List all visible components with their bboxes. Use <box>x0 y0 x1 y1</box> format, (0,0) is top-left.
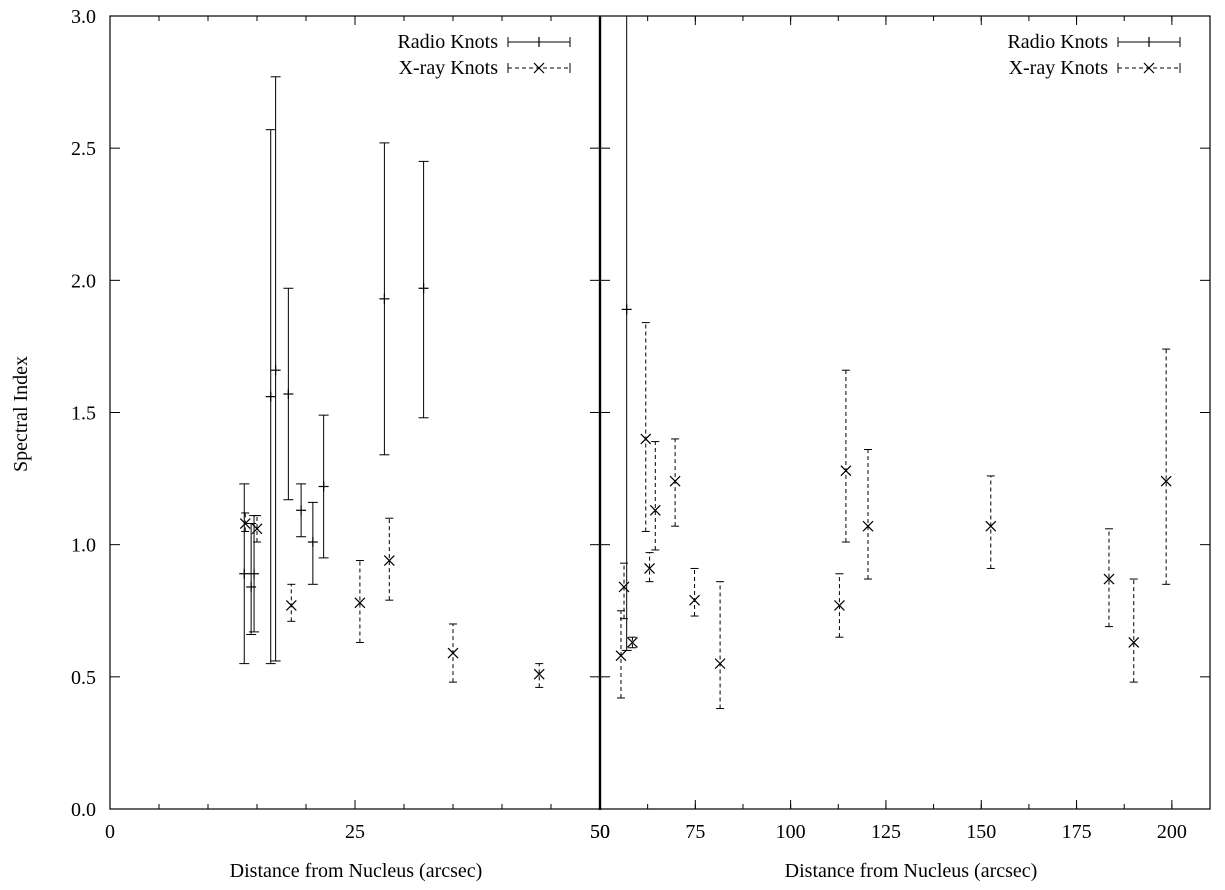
radio-knot-marker <box>271 365 281 375</box>
right-x-axis-label: Distance from Nucleus (arcsec) <box>785 860 1038 882</box>
legend-label: Radio Knots <box>1007 31 1108 53</box>
radio-knot-marker <box>239 569 249 579</box>
x-tick-label: 175 <box>1062 821 1092 843</box>
radio-knot-marker <box>283 389 293 399</box>
xray-knot-marker <box>715 659 725 669</box>
plot-frame <box>110 16 1210 810</box>
left-x-axis-label: Distance from Nucleus (arcsec) <box>230 860 483 882</box>
xray-knot-marker <box>448 648 458 658</box>
radio-knot-marker <box>622 304 632 314</box>
y-tick-label: 1.5 <box>71 403 96 425</box>
radio-knot-marker <box>319 482 329 492</box>
xray-knot-marker <box>286 600 296 610</box>
radio-knot-marker <box>296 505 306 515</box>
legend-label: Radio Knots <box>397 31 498 53</box>
y-tick-label: 2.0 <box>71 270 96 292</box>
xray-knot-marker <box>641 434 651 444</box>
radio-knot-marker <box>249 569 259 579</box>
x-tick-label: 125 <box>871 821 901 843</box>
x-tick-label: 200 <box>1157 821 1187 843</box>
left-data-marks <box>239 77 544 688</box>
plot-border <box>110 16 1210 809</box>
x-tick-label: 25 <box>345 821 365 843</box>
right-axes-ticks: 50 75 100 125 150 175 200 <box>590 16 1210 843</box>
x-tick-label: 75 <box>685 821 705 843</box>
x-tick-label: 150 <box>966 821 996 843</box>
left-axes-ticks: 0 25 50 0.0 0.5 1.0 1.5 2.0 2.5 3.0 <box>71 6 610 843</box>
x-tick-label: 50 <box>590 821 610 843</box>
xray-knot-marker <box>841 466 851 476</box>
legend-label: X-ray Knots <box>399 57 499 79</box>
y-axis-label: Spectral Index <box>10 356 32 472</box>
y-tick-label: 0.0 <box>71 799 96 821</box>
radio-knot-marker <box>419 283 429 293</box>
y-tick-label: 0.5 <box>71 667 96 689</box>
y-tick-label: 3.0 <box>71 6 96 28</box>
y-tick-label: 1.0 <box>71 535 96 557</box>
left-panel: 0 25 50 0.0 0.5 1.0 1.5 2.0 2.5 3.0 Radio Knots X-… <box>10 6 610 882</box>
right-data-marks <box>616 16 1171 709</box>
right-panel: 50 75 100 125 150 175 200 Radio Knots X-ray Kno… <box>590 16 1210 882</box>
right-legend: Radio Knots X-ray Knots <box>1007 31 1180 79</box>
legend-label: X-ray Knots <box>1009 57 1109 79</box>
xray-knot-marker <box>670 476 680 486</box>
left-legend: Radio Knots X-ray Knots <box>397 31 570 79</box>
y-tick-label: 2.5 <box>71 138 96 160</box>
x-tick-label: 100 <box>776 821 806 843</box>
xray-knot-marker <box>690 595 700 605</box>
radio-knot-marker <box>266 392 276 402</box>
x-tick-label: 0 <box>105 821 115 843</box>
radio-knot-marker <box>308 537 318 547</box>
radio-knot-marker <box>379 294 389 304</box>
radio-knot-marker <box>246 582 256 592</box>
